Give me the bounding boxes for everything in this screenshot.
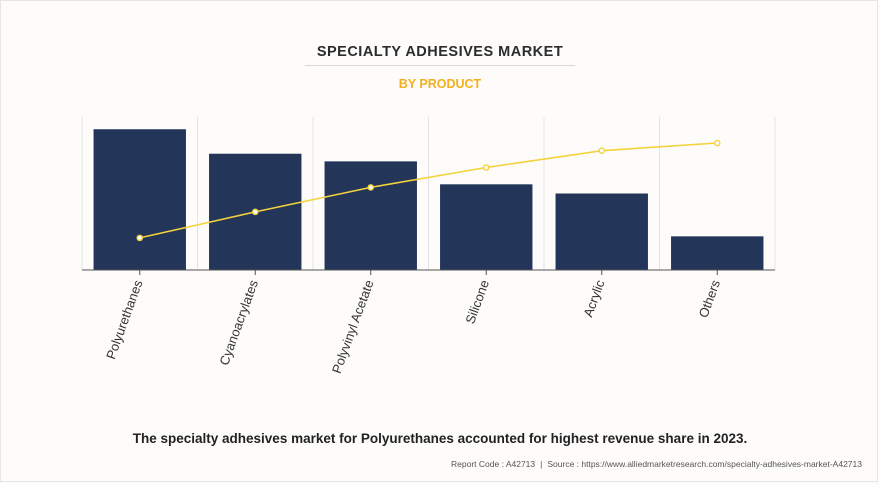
footer-separator: | [540, 459, 543, 469]
x-tick-label-3: Silicone [462, 278, 492, 326]
bar-chart: Polyurethanes Cyanoacrylates Polyvinyl Ace… [81, 117, 776, 375]
title-divider [305, 65, 575, 66]
chart-subtitle: BY PRODUCT [398, 77, 482, 91]
bar-5 [671, 236, 764, 270]
chart-title: SPECIALTY ADHESIVES MARKET [316, 44, 564, 60]
trend-point-5 [713, 139, 721, 147]
x-tick-label-0: Polyurethanes [103, 277, 146, 361]
source-link[interactable]: Source : https://www.alliedmarketresearc… [547, 459, 862, 469]
bar-0 [93, 129, 186, 270]
trend-point-4 [598, 147, 606, 154]
x-tick-label-1: Cyanoacrylates [216, 277, 261, 367]
bar-3 [440, 184, 533, 270]
report-code: Report Code : A42713 [451, 459, 536, 469]
trend-line [139, 142, 718, 239]
trend-point-3 [482, 164, 490, 171]
x-tick-label-5: Others [696, 277, 724, 319]
bar-2 [324, 161, 417, 270]
chart-caption: The specialty adhesives market for Polyu… [132, 431, 748, 446]
trend-point-1 [251, 208, 259, 216]
x-tick-label-4: Acrylic [580, 277, 607, 319]
trend-point-2 [367, 184, 375, 191]
trend-point-0 [136, 234, 144, 242]
x-tick-label-2: Polyvinyl Acetate [329, 278, 377, 375]
source-footer: Report Code : A42713 | Source : https://ww… [451, 459, 862, 469]
bar-4 [555, 193, 648, 270]
